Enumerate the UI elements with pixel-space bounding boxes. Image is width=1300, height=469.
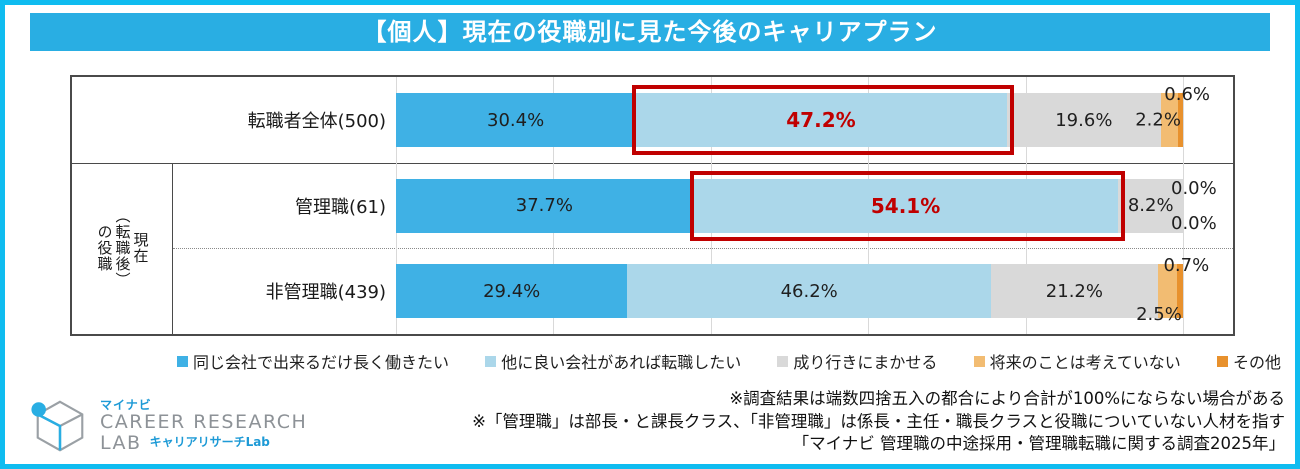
segment-value-label: 0.0% xyxy=(1171,177,1217,199)
gridline xyxy=(1183,77,1184,334)
segment-value-label: 0.7% xyxy=(1163,255,1210,277)
segment-value-label: 46.2% xyxy=(780,280,838,302)
footnote-line: ※調査結果は端数四捨五入の都合により合計が100%にならない場合がある xyxy=(729,389,1285,408)
logo-brand: マイナビ xyxy=(100,397,152,412)
segment-value-label: 54.1% xyxy=(870,193,941,218)
stacked-bar: 30.4% 47.2% 19.6% 2.2% 0.6% xyxy=(396,84,1210,155)
legend-label: 同じ会社で出来るだけ長く働きたい xyxy=(193,353,450,372)
row-group-label: 現在 （転職後） の役職 xyxy=(72,162,173,335)
logo-name-line1: CAREER RESEARCH xyxy=(100,410,308,433)
segment-value-label: 37.7% xyxy=(515,195,573,217)
legend-label: 将来のことは考えていない xyxy=(989,353,1181,372)
segment-value-label: 8.2% xyxy=(1127,195,1174,217)
bar-segment: 29.4% xyxy=(396,264,628,319)
bar-segment xyxy=(1177,264,1183,319)
logo-subtitle: キャリアリサーチLab xyxy=(149,435,270,450)
row-group-label-col3: の役職 xyxy=(95,224,114,273)
segment-value-label: 2.5% xyxy=(1136,304,1182,326)
legend-swatch xyxy=(485,355,497,367)
bar-segment: 8.2% xyxy=(1118,178,1183,233)
legend-item: 他に良い会社があれば転職したい xyxy=(485,349,741,373)
bar-segment: 30.4% xyxy=(396,93,636,147)
highlight-box xyxy=(689,170,1126,241)
legend-label: 他に良い会社があれば転職したい xyxy=(501,353,742,372)
segment-value-label: 30.4% xyxy=(487,109,545,131)
legend-item: 成り行きにまかせる xyxy=(777,349,937,373)
legend-swatch xyxy=(177,355,188,367)
legend-item: 将来のことは考えていない xyxy=(973,349,1181,373)
segment-value-label: 2.2% xyxy=(1135,109,1181,131)
bar-segment: 37.7% xyxy=(396,178,693,233)
segment-value-label: 29.4% xyxy=(483,280,541,302)
logo-cube-icon xyxy=(31,400,84,452)
bar-segment: 47.2% xyxy=(635,93,1007,147)
legend-item: その他 xyxy=(1216,349,1281,373)
stacked-bar: 37.7% 54.1% 8.2% 0.0% 0.0% xyxy=(396,170,1217,241)
legend-label: 成り行きにまかせる xyxy=(793,353,938,372)
category-label: 転職者全体(500) xyxy=(247,110,386,132)
footnote-line: 「マイナビ 管理職の中途採用・管理職転職に関する調査2025年」 xyxy=(792,434,1285,453)
highlight-box xyxy=(632,85,1014,155)
logo: マイナビ CAREER RESEARCH LAB キャリアリサーチLab xyxy=(29,395,307,457)
legend-swatch xyxy=(777,355,789,367)
chart-area: 現在 （転職後） の役職 転職者全体(500) 30.4% 47.2% 19.6% 2.… xyxy=(70,75,1235,336)
legend-swatch xyxy=(973,355,985,367)
category-label: 非管理職(439) xyxy=(265,282,386,304)
legend-swatch xyxy=(1216,355,1228,367)
segment-value-label: 47.2% xyxy=(786,108,856,132)
legend-label: その他 xyxy=(1232,353,1281,372)
logo-dot-icon xyxy=(31,402,46,417)
bar-segment: 46.2% xyxy=(627,264,991,319)
bar-segment: 54.1% xyxy=(692,178,1119,233)
row-group-label-col1: 現在 xyxy=(131,232,150,265)
bar-segment: 19.6% xyxy=(1006,93,1161,147)
row-divider-dotted xyxy=(173,248,1233,250)
legend: 同じ会社で出来るだけ長く働きたい 他に良い会社があれば転職したい 成り行きにまかせる… xyxy=(177,350,1281,372)
bar-segment: 21.2% xyxy=(990,264,1158,319)
category-label: 管理職(61) xyxy=(295,196,386,218)
segment-value-label: 19.6% xyxy=(1055,109,1113,131)
chart-row: 転職者全体(500) 30.4% 47.2% 19.6% 2.2% 0.6% xyxy=(72,77,1233,163)
segment-value-label: 21.2% xyxy=(1045,280,1103,302)
row-group-label-col2: （転職後） xyxy=(113,208,132,289)
stacked-bar: 29.4% 46.2% 21.2% 2.5% 0.7% xyxy=(396,255,1209,325)
logo-name-line2: LAB xyxy=(100,431,142,454)
page-title: 【個人】現在の役職別に見た今後のキャリアプラン xyxy=(30,13,1270,51)
chart-row: 管理職(61) 37.7% 54.1% 8.2% 0.0% 0.0% xyxy=(72,163,1233,249)
row-divider-solid xyxy=(72,162,1233,164)
bar-segment xyxy=(1160,93,1179,147)
footnote-line: ※「管理職」は部長・と課長クラス、「非管理職」は係長・主任・職長クラスと役職につ… xyxy=(472,411,1285,431)
legend-item: 同じ会社で出来るだけ長く働きたい xyxy=(177,349,449,373)
chart-row: 非管理職(439) 29.4% 46.2% 21.2% 2.5% 0.7% xyxy=(72,248,1233,334)
bar-segment xyxy=(1157,264,1178,319)
footnotes: ※調査結果は端数四捨五入の都合により合計が100%にならない場合がある ※「管理… xyxy=(472,388,1285,456)
segment-value-label: 0.0% xyxy=(1171,212,1217,234)
logo-text: マイナビ CAREER RESEARCH LAB キャリアリサーチLab xyxy=(100,397,308,454)
segment-value-label: 0.6% xyxy=(1164,84,1210,105)
bar-segment xyxy=(1178,93,1183,147)
